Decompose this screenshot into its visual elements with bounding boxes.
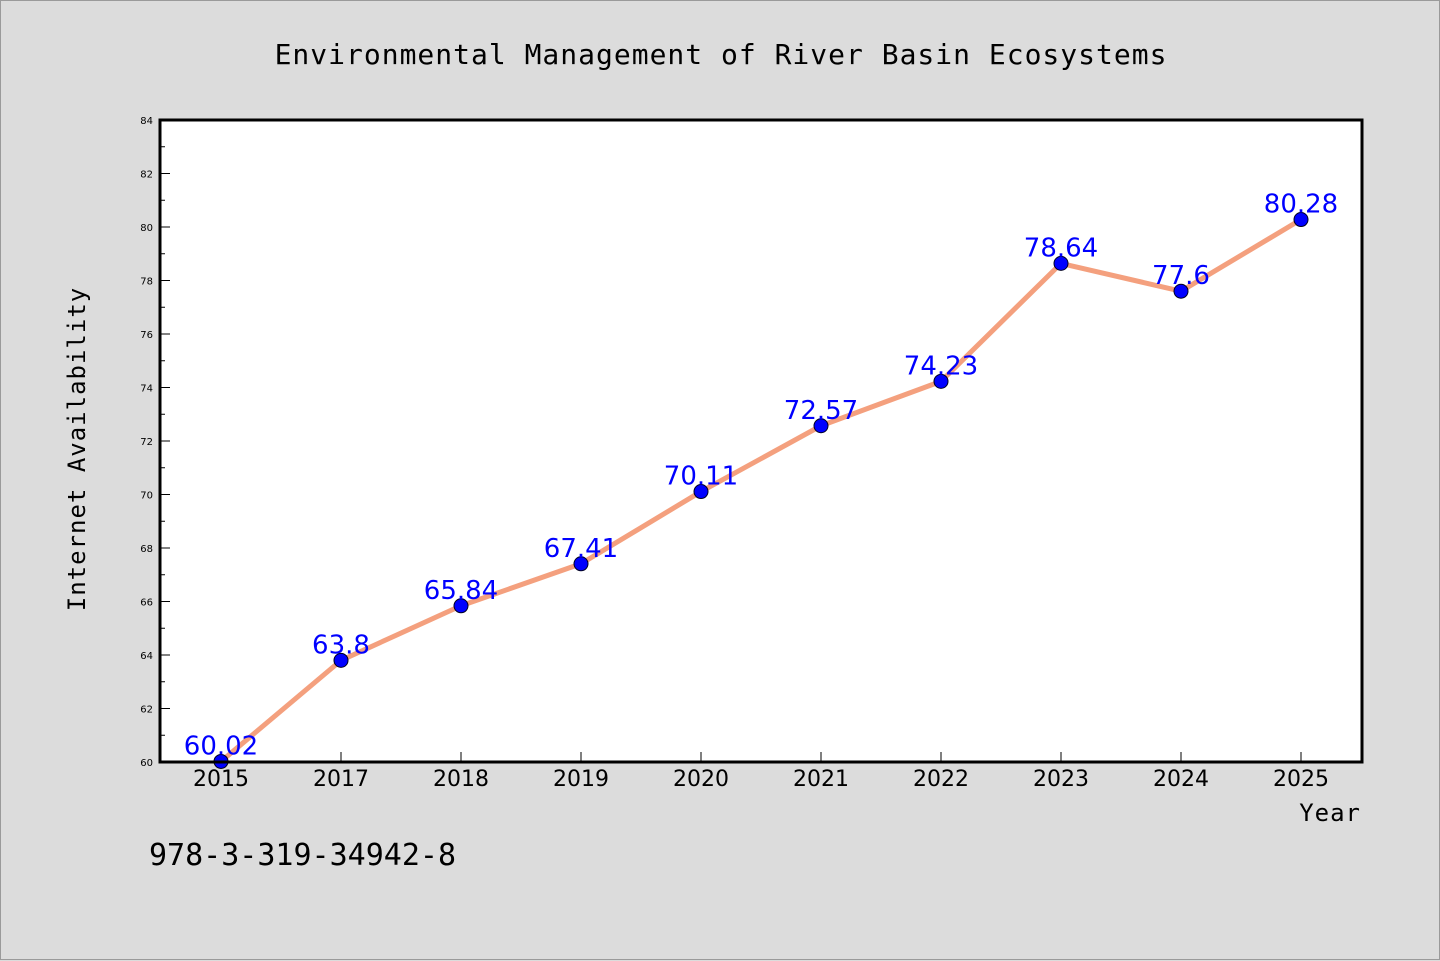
x-tick-label: 2022 bbox=[913, 767, 969, 792]
chart-title: Environmental Management of River Basin … bbox=[275, 38, 1168, 71]
y-tick-label: 78 bbox=[140, 277, 153, 288]
x-tick-label: 2025 bbox=[1273, 767, 1329, 792]
y-axis-ticks: 60 62 64 66 68 70 72 74 76 78 80 82 84 bbox=[140, 116, 170, 769]
data-label: 70.11 bbox=[664, 462, 738, 492]
x-tick-label: 2019 bbox=[553, 767, 609, 792]
data-point bbox=[1293, 212, 1309, 228]
data-label: 67.41 bbox=[544, 534, 618, 564]
x-tick-label: 2023 bbox=[1033, 767, 1089, 792]
data-label: 63.8 bbox=[312, 630, 370, 660]
y-tick-label: 64 bbox=[140, 651, 153, 662]
y-tick-label: 66 bbox=[140, 598, 153, 609]
y-tick-label: 60 bbox=[140, 758, 153, 769]
x-tick-label: 2024 bbox=[1153, 767, 1209, 792]
y-tick-label: 72 bbox=[140, 437, 153, 448]
plot-area bbox=[160, 120, 1362, 762]
x-tick-label: 2021 bbox=[793, 767, 849, 792]
data-point bbox=[693, 484, 709, 500]
y-tick-label: 68 bbox=[140, 544, 153, 555]
y-tick-label: 82 bbox=[140, 170, 153, 181]
y-tick-label: 80 bbox=[140, 223, 153, 234]
y-tick-label: 74 bbox=[140, 384, 153, 395]
data-label: 78.64 bbox=[1024, 233, 1098, 263]
x-tick-label: 2018 bbox=[433, 767, 489, 792]
isbn-text: 978-3-319-34942-8 bbox=[149, 838, 456, 873]
data-point bbox=[813, 418, 829, 434]
data-label: 65.84 bbox=[424, 576, 498, 606]
data-label: 77.6 bbox=[1152, 261, 1210, 291]
data-labels: 60.02 63.8 65.84 67.41 70.11 72.57 74.23 78.64 7… bbox=[184, 190, 1338, 762]
data-point bbox=[333, 652, 349, 668]
data-point bbox=[1173, 283, 1189, 299]
x-tick-label: 2017 bbox=[313, 767, 369, 792]
data-point bbox=[453, 598, 469, 614]
y-tick-label: 84 bbox=[140, 116, 153, 127]
y-tick-label: 70 bbox=[140, 491, 153, 502]
data-label: 74.23 bbox=[904, 351, 978, 381]
x-tick-label: 2020 bbox=[673, 767, 729, 792]
data-point bbox=[1053, 255, 1069, 271]
data-markers bbox=[213, 212, 1309, 769]
series-line bbox=[218, 217, 1304, 764]
plot-frame bbox=[158, 118, 1364, 764]
x-axis-ticks: 2015 2017 2018 2019 2020 2021 2022 2023 2024 2025 bbox=[193, 752, 1329, 792]
data-label: 80.28 bbox=[1264, 190, 1338, 220]
data-point bbox=[573, 556, 589, 572]
data-label: 60.02 bbox=[184, 731, 258, 761]
y-tick-label: 62 bbox=[140, 705, 153, 716]
x-tick-label: 2015 bbox=[193, 767, 249, 792]
y-tick-label: 76 bbox=[140, 330, 153, 341]
data-label: 72.57 bbox=[784, 396, 858, 426]
y-axis-label: Internet Availability bbox=[63, 287, 91, 611]
data-point bbox=[933, 373, 949, 389]
x-axis-label: Year bbox=[1299, 799, 1361, 827]
